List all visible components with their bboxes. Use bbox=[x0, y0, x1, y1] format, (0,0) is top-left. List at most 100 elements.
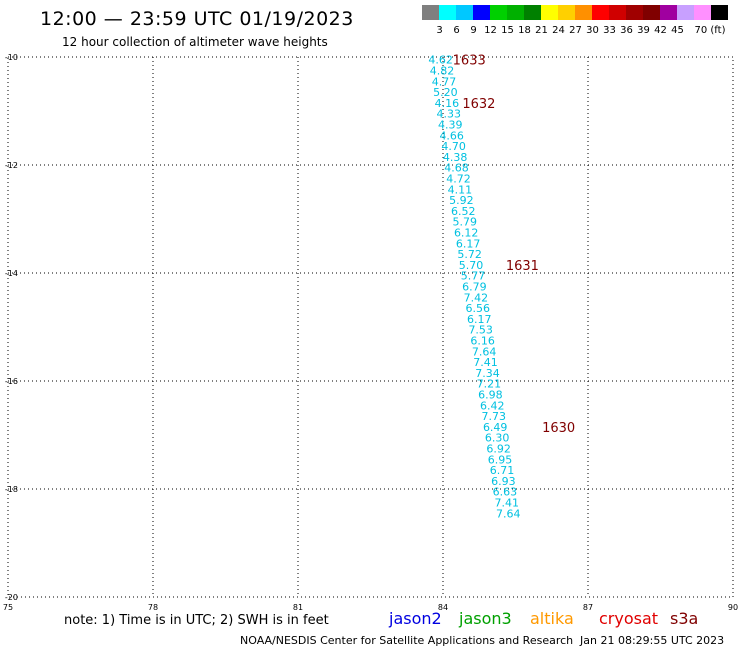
colorbar-label: 36 bbox=[620, 25, 633, 36]
wave-height-point: 6.30 bbox=[485, 432, 510, 445]
wave-height-point: 6.63 bbox=[493, 486, 518, 499]
wave-height-point: 4.66 bbox=[439, 129, 464, 142]
colorbar-label: 27 bbox=[569, 25, 582, 36]
pass-time-label: 1632 bbox=[462, 97, 495, 112]
colorbar-label: 30 bbox=[586, 25, 599, 36]
colorbar-label: 18 bbox=[518, 25, 531, 36]
wave-height-point: 6.93 bbox=[491, 475, 516, 488]
wave-height-point: 6.17 bbox=[467, 313, 492, 326]
wave-height-point: 6.17 bbox=[456, 237, 481, 250]
legend-jason2: jason2 bbox=[389, 609, 442, 628]
color-scale-bar: 3 6 9 12 15 18 21 24 27 30 33 36 39 42 45 70 (ft) bbox=[422, 5, 728, 36]
wave-height-point: 4.16 bbox=[435, 97, 460, 110]
colorbar-label: 9 bbox=[470, 25, 476, 36]
wave-height-point: 6.12 bbox=[454, 227, 479, 240]
wave-height-point: 5.92 bbox=[449, 194, 474, 207]
pass-time-label: 1630 bbox=[542, 421, 575, 436]
y-tick-label: -18 bbox=[5, 485, 18, 494]
wave-height-point: 7.34 bbox=[475, 367, 500, 380]
wave-height-point: 7.21 bbox=[477, 378, 502, 391]
colorbar-swatch bbox=[524, 5, 541, 20]
colorbar-swatch bbox=[592, 5, 609, 20]
wave-height-point: 6.49 bbox=[483, 421, 508, 434]
wave-height-point: 4.72 bbox=[446, 173, 471, 186]
colorbar-swatch bbox=[422, 5, 439, 20]
colorbar-swatch bbox=[439, 5, 456, 20]
wave-height-point: 4.33 bbox=[437, 108, 462, 121]
colorbar-label: 33 bbox=[603, 25, 616, 36]
wave-height-point: 6.92 bbox=[486, 443, 511, 456]
pass-time-label: 1633 bbox=[453, 54, 486, 69]
legend-cryosat: cryosat bbox=[599, 609, 659, 628]
wave-height-point: 4.77 bbox=[432, 75, 457, 88]
wave-height-point: 4.39 bbox=[438, 119, 463, 132]
colorbar-swatch bbox=[541, 5, 558, 20]
y-tick-label: -20 bbox=[5, 593, 18, 602]
colorbar-label: 15 bbox=[501, 25, 514, 36]
wave-height-point: 7.64 bbox=[496, 507, 521, 520]
wave-height-point: 6.16 bbox=[470, 335, 495, 348]
colorbar-label: 3 bbox=[436, 25, 442, 36]
wave-height-point: 5.20 bbox=[433, 86, 458, 99]
wave-height-point: 4.70 bbox=[441, 140, 466, 153]
colorbar-swatch bbox=[490, 5, 507, 20]
wave-height-point: 6.52 bbox=[451, 205, 476, 218]
legend-s3a: s3a bbox=[670, 609, 699, 628]
colorbar-swatch bbox=[694, 5, 711, 20]
y-tick-label: -16 bbox=[5, 377, 18, 386]
wave-height-point: 4.68 bbox=[444, 162, 469, 175]
footer-credit: NOAA/NESDIS Center for Satellite Applica… bbox=[240, 634, 574, 647]
wave-height-point: 4.62 bbox=[428, 54, 453, 67]
colorbar-swatch bbox=[456, 5, 473, 20]
y-tick-label: -12 bbox=[5, 161, 18, 170]
x-tick-label: 84 bbox=[438, 603, 448, 610]
chart-title: 12:00 — 23:59 UTC 01/19/2023 bbox=[40, 8, 354, 30]
colorbar-label: 24 bbox=[552, 25, 565, 36]
colorbar-label: 6 bbox=[453, 25, 459, 36]
wave-height-point: 7.64 bbox=[472, 345, 497, 358]
x-tick-label: 90 bbox=[728, 603, 738, 610]
footer-note: note: 1) Time is in UTC; 2) SWH is in fe… bbox=[64, 613, 329, 628]
y-tick-label: -14 bbox=[5, 269, 18, 278]
colorbar-swatch bbox=[677, 5, 694, 20]
wave-height-point: 5.72 bbox=[457, 248, 482, 261]
colorbar-label: 45 bbox=[671, 25, 684, 36]
y-tick-label: -10 bbox=[5, 53, 18, 62]
wave-height-point: 6.56 bbox=[466, 302, 491, 315]
colorbar-swatch bbox=[575, 5, 592, 20]
colorbar-swatch bbox=[507, 5, 524, 20]
wave-height-point: 4.82 bbox=[430, 65, 455, 78]
x-tick-label: 78 bbox=[148, 603, 158, 610]
x-tick-label: 87 bbox=[583, 603, 593, 610]
wave-height-point: 6.95 bbox=[488, 453, 513, 466]
wave-height-point: 7.42 bbox=[464, 291, 489, 304]
chart-subtitle: 12 hour collection of altimeter wave hei… bbox=[62, 35, 328, 49]
wave-height-point: 5.77 bbox=[461, 270, 486, 283]
colorbar-label: 12 bbox=[484, 25, 497, 36]
wave-height-point: 7.73 bbox=[482, 410, 507, 423]
x-tick-label: 81 bbox=[293, 603, 303, 610]
colorbar-swatch bbox=[626, 5, 643, 20]
wave-height-point: 7.41 bbox=[473, 356, 498, 369]
wave-height-point: 7.53 bbox=[468, 324, 493, 337]
colorbar-swatch bbox=[473, 5, 490, 20]
colorbar-label: 70 (ft) bbox=[695, 25, 726, 36]
footer-timestamp: Jan 21 08:29:55 UTC 2023 bbox=[580, 634, 725, 647]
plot-frame bbox=[7, 56, 734, 598]
wave-height-point: 7.41 bbox=[495, 497, 520, 510]
colorbar-swatch bbox=[558, 5, 575, 20]
altimeter-plot: 75 78 81 84 87 90-10-12-14-16-18-204.624.824.… bbox=[3, 53, 738, 610]
wave-height-point: 6.71 bbox=[490, 464, 515, 477]
wave-height-point: 4.38 bbox=[443, 151, 468, 164]
wave-height-point: 4.11 bbox=[448, 183, 473, 196]
colorbar-label: 42 bbox=[654, 25, 667, 36]
colorbar-swatch bbox=[660, 5, 677, 20]
colorbar-swatch bbox=[711, 5, 728, 20]
x-tick-label: 75 bbox=[3, 603, 13, 610]
wave-height-point: 6.79 bbox=[462, 281, 487, 294]
wave-height-point: 6.42 bbox=[480, 399, 505, 412]
colorbar-label: 39 bbox=[637, 25, 650, 36]
colorbar-label: 21 bbox=[535, 25, 548, 36]
colorbar-swatch bbox=[643, 5, 660, 20]
pass-time-label: 1631 bbox=[506, 259, 539, 274]
